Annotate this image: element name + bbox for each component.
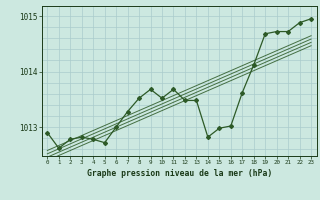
X-axis label: Graphe pression niveau de la mer (hPa): Graphe pression niveau de la mer (hPa)	[87, 169, 272, 178]
